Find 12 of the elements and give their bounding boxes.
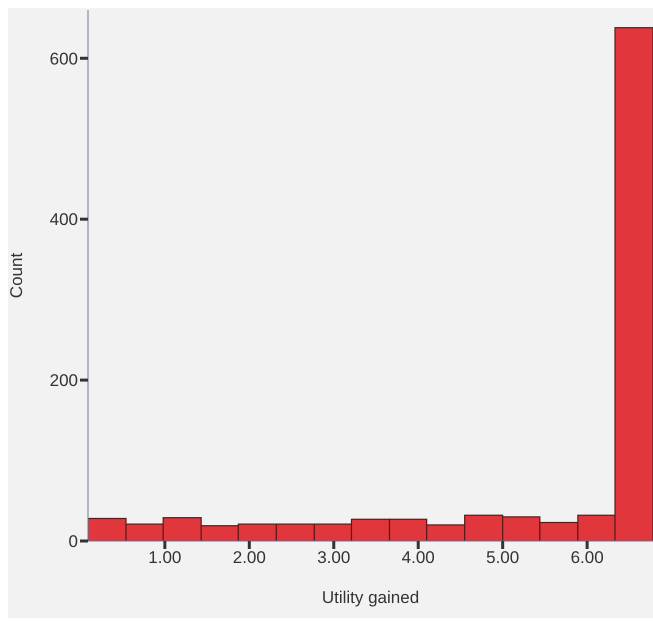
x-tick-label: 1.00 [148, 548, 182, 568]
x-tick-label: 6.00 [570, 548, 604, 568]
y-tick-label: 400 [50, 210, 78, 230]
y-tick-label: 600 [50, 49, 78, 68]
y-axis-title: Count [7, 252, 26, 298]
x-axis-title: Utility gained [322, 588, 420, 607]
x-tick-label: 5.00 [486, 548, 520, 568]
y-tick-label: 200 [50, 371, 78, 390]
x-tick-label: 2.00 [232, 548, 266, 568]
x-tick-label: 4.00 [402, 548, 435, 568]
y-tick-label: 0 [68, 532, 78, 552]
x-tick-label: 3.00 [317, 548, 350, 568]
